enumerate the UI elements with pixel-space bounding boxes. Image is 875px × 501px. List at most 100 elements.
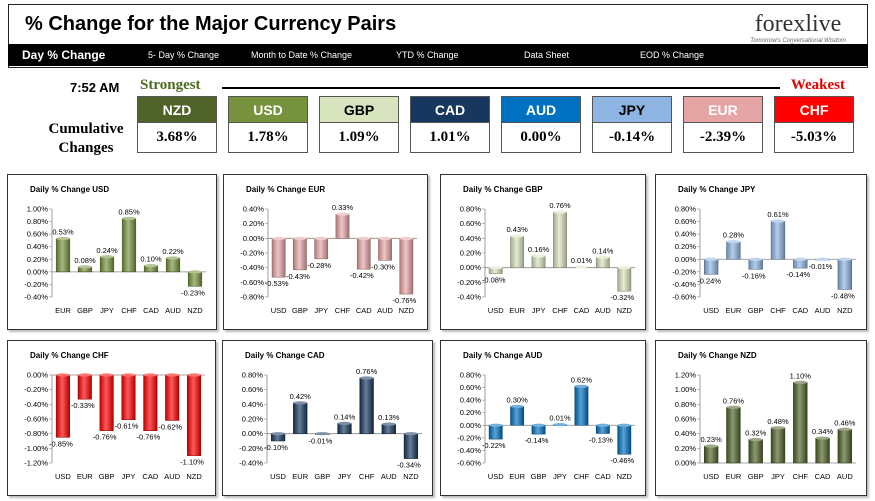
tab-month-to-date-change[interactable]: Month to Date % Change — [251, 50, 353, 60]
data-label: -0.61% — [115, 422, 139, 431]
bar-eur — [726, 407, 741, 464]
bar-cap — [271, 432, 285, 436]
bar-cap — [726, 240, 741, 244]
bar-cap — [357, 236, 371, 240]
x-tick-label: AUD — [377, 306, 393, 315]
bar-nzd — [399, 238, 414, 295]
currency-name: CAD — [410, 96, 490, 123]
data-label: 0.42% — [290, 392, 312, 401]
strength-range-line — [222, 87, 780, 89]
bar-cap — [617, 266, 631, 270]
y-tick-label: -0.40% — [239, 459, 263, 468]
x-tick-label: NZD — [617, 306, 633, 315]
y-tick-label: 1.00% — [27, 205, 49, 214]
tab-5-day-change[interactable]: 5- Day % Change — [148, 50, 220, 60]
x-tick-label: GBP — [748, 472, 764, 481]
y-tick-label: 0.20% — [460, 408, 482, 417]
bar-cap — [144, 263, 158, 268]
x-tick-label: JPY — [771, 472, 785, 481]
data-label: -0.14% — [525, 436, 549, 445]
bar-cap — [293, 236, 307, 240]
bar-cap — [837, 257, 852, 261]
bar-jpy — [99, 256, 115, 273]
y-tick-label: 0.60% — [460, 219, 482, 228]
x-tick-label: AUD — [815, 306, 831, 315]
x-tick-label: GBP — [314, 472, 330, 481]
currency-box-jpy: JPY -0.14% — [592, 96, 672, 153]
bar-cap — [704, 257, 719, 261]
tab-day-change[interactable]: Day % Change — [22, 48, 106, 62]
y-tick-label: 0.20% — [675, 444, 697, 453]
y-tick-label: 0.80% — [460, 205, 482, 214]
bar-chf — [553, 211, 567, 268]
y-tick-label: 0.00% — [27, 371, 49, 380]
bar-cap — [574, 384, 589, 388]
x-tick-label: EUR — [509, 306, 525, 315]
bar-eur — [726, 241, 741, 260]
data-label: 0.13% — [378, 413, 400, 422]
data-label: -0.46% — [610, 456, 634, 465]
data-label: -0.10% — [264, 443, 288, 452]
x-tick-label: USD — [55, 472, 71, 481]
data-label: -0.28% — [307, 261, 331, 270]
y-tick-label: -0.60% — [457, 459, 481, 468]
bar-cap — [78, 265, 92, 269]
chart-title: Daily % Change AUD — [463, 351, 543, 360]
currency-name: EUR — [683, 96, 763, 123]
y-tick-label: -0.40% — [672, 280, 696, 289]
bar-cap — [187, 373, 201, 377]
bar-cap — [188, 270, 202, 274]
y-tick-label: -0.20% — [24, 280, 48, 289]
currency-cumulative-value: 1.09% — [319, 123, 399, 153]
tab-eod-change[interactable]: EOD % Change — [640, 50, 705, 60]
x-tick-label: USD — [703, 472, 719, 481]
bar-usd — [55, 374, 70, 438]
y-tick-label: -0.20% — [24, 385, 48, 394]
chart-title: Daily % Change GBP — [463, 185, 543, 194]
data-label: -0.34% — [397, 461, 421, 470]
bar-cap — [121, 373, 136, 377]
chart-panel-eur: Daily % Change EUR 0.40% 0.20% 0.00% -0.20%… — [223, 174, 428, 330]
bar-cap — [314, 236, 328, 240]
tab-data-sheet[interactable]: Data Sheet — [524, 50, 570, 60]
chart-title: Daily % Change CAD — [245, 351, 325, 360]
x-tick-label: GBP — [748, 306, 764, 315]
x-tick-label: USD — [488, 472, 504, 481]
bar-cad — [815, 437, 830, 464]
y-tick-label: 0.20% — [460, 249, 482, 258]
bar-usd — [703, 445, 719, 464]
y-tick-label: -0.60% — [24, 415, 48, 424]
chf-bar-chart: 0.00% -0.20% -0.40% -0.60% -0.80% -1.00% -1.20… — [24, 371, 205, 481]
tab-ytd-change[interactable]: YTD % Change — [396, 50, 459, 60]
y-tick-label: -0.20% — [457, 278, 481, 287]
data-label: -0.76% — [392, 296, 416, 305]
x-tick-label: GBP — [531, 472, 547, 481]
data-label: -0.22% — [482, 441, 506, 450]
x-tick-label: USD — [271, 306, 287, 315]
data-label: -0.76% — [93, 433, 117, 442]
bar-cap — [617, 423, 631, 427]
nzd-bar-chart: 1.20% 1.00% 0.80% 0.60% 0.40% 0.20% 0.00% 0.23%… — [675, 371, 856, 481]
forexlive-logo: forexlive Tomorrow's Conversational Wisd… — [743, 11, 853, 50]
currency-box-usd: USD 1.78% — [228, 96, 308, 153]
x-tick-label: NZD — [837, 306, 853, 315]
data-label: -0.43% — [286, 272, 310, 281]
bar-cap — [793, 257, 808, 261]
bar-nzd — [403, 433, 419, 459]
bar-chf — [770, 220, 786, 260]
y-tick-label: 0.80% — [27, 217, 49, 226]
cad-bar-chart: 0.80%0.60%0.40%0.20%0.00%-0.20%-0.40%-0.… — [239, 367, 422, 481]
data-label: 0.32% — [745, 429, 767, 438]
y-tick-label: 0.00% — [675, 255, 697, 264]
bar-cap — [56, 373, 70, 377]
y-tick-label: -0.80% — [240, 293, 264, 302]
bar-usd — [488, 425, 503, 440]
chart-title: Daily % Change EUR — [246, 185, 326, 194]
data-label: 0.62% — [571, 375, 593, 384]
bar-cap — [78, 373, 92, 377]
y-tick-label: 0.80% — [242, 371, 264, 380]
y-tick-label: -0.60% — [240, 278, 264, 287]
x-tick-label: GBP — [292, 306, 308, 315]
bar-cap — [815, 257, 830, 261]
y-tick-label: 0.00% — [27, 267, 49, 276]
